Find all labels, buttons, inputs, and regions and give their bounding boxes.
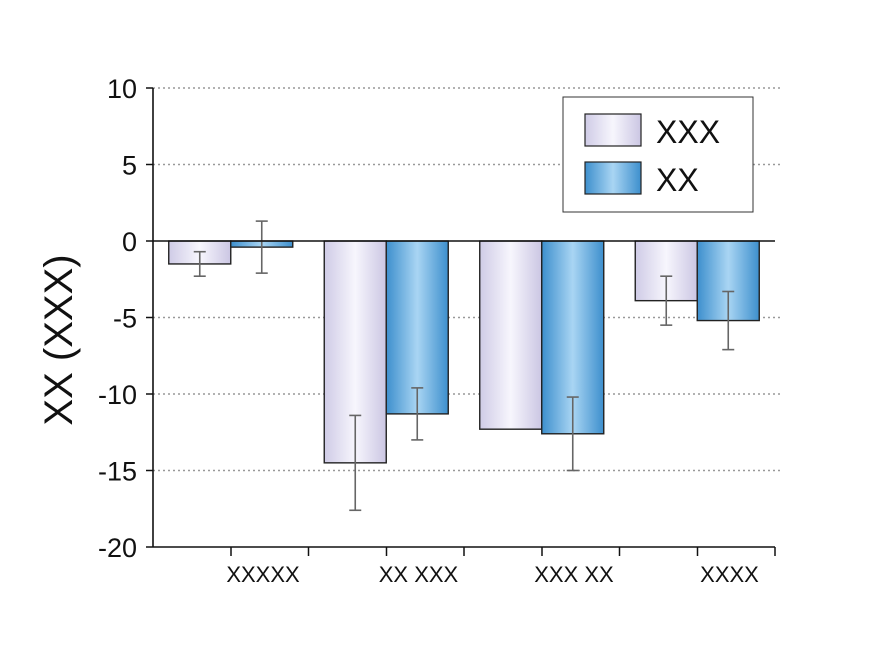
y-tick-label: 0 <box>122 227 137 257</box>
error-bars <box>193 220 735 512</box>
legend-label-xx: XX <box>656 162 699 198</box>
x-tick-label: XXXXX <box>226 562 300 587</box>
y-tick-label: -15 <box>98 457 137 487</box>
y-tick-label: 10 <box>107 74 137 104</box>
legend-swatch-xxx <box>584 113 642 147</box>
y-tick-label: 5 <box>122 151 137 181</box>
legend-swatch-xx <box>584 161 642 195</box>
x-tick-label: XXX XX <box>534 562 614 587</box>
legend: XXX XX <box>562 96 754 213</box>
legend-label-xxx: XXX <box>656 114 720 150</box>
y-tick-label: -10 <box>98 380 137 410</box>
axes <box>146 87 776 556</box>
bars <box>168 240 760 464</box>
bar <box>385 240 449 415</box>
bar <box>479 240 543 430</box>
y-tick-label: -5 <box>113 304 137 334</box>
y-tick-label: -20 <box>98 533 137 563</box>
x-tick-label: XXXX <box>700 562 759 587</box>
y-axis-title: XX (XXX) <box>37 254 81 425</box>
x-tick-label: XX XXX <box>379 562 459 587</box>
